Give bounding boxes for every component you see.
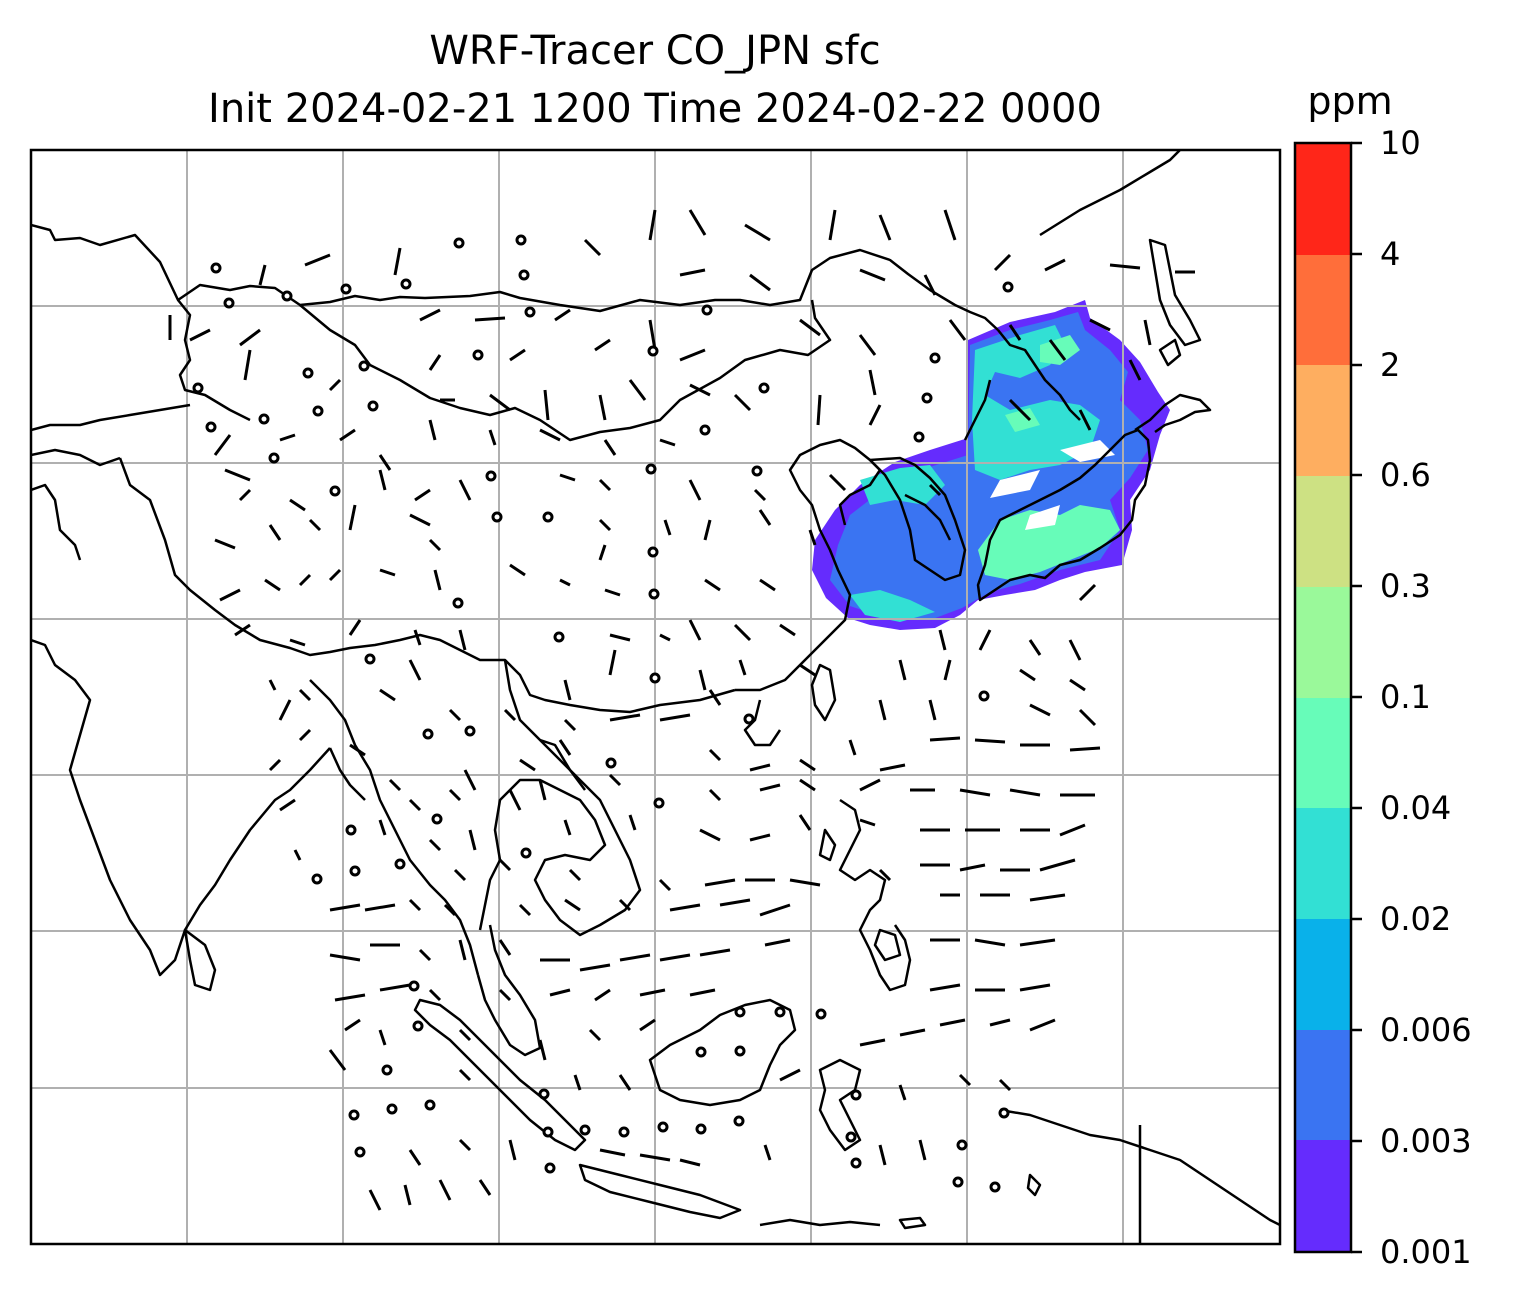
colorbar-tick-label: 0.003 [1380,1122,1472,1160]
colorbar-tick-label: 4 [1380,235,1401,273]
colorbar-tick-label: 2 [1380,346,1401,384]
map-frame [29,148,1282,1246]
colorbar-bin [1295,475,1351,587]
colorbar-tick-label: 0.1 [1380,678,1431,716]
calm-wind-circles [192,234,1014,1193]
colorbar-tick-label: 0.006 [1380,1011,1472,1049]
colorbar-bin [1295,143,1351,255]
colorbar [1293,141,1362,1254]
map-gridlines [31,150,1280,1244]
colorbar-tick-label: 0.3 [1380,567,1431,605]
tracer-plume [812,300,1170,630]
colorbar-tick-label: 0.02 [1380,900,1452,938]
map-subtitle: Init 2024-02-21 1200 Time 2024-02-22 000… [208,86,1102,132]
colorbar-tick-label: 10 [1380,124,1421,162]
colorbar-unit-label: ppm [1307,79,1393,123]
colorbar-bin [1295,1029,1351,1140]
colorbar-tick-label: 0.001 [1380,1233,1472,1271]
colorbar-bin [1295,586,1351,698]
colorbar-tick-label: 0.04 [1380,789,1452,827]
wind-barbs [168,209,1195,1211]
colorbar-bin [1295,807,1351,919]
colorbar-bin [1295,1139,1351,1252]
colorbar-bin [1295,918,1351,1030]
colorbar-bin [1295,254,1351,365]
colorbar-bin [1295,364,1351,476]
coastlines [31,150,1280,1244]
colorbar-tick-label: 0.6 [1380,456,1431,494]
colorbar-bin [1295,697,1351,808]
colorbar-ticks [1351,141,1362,1254]
map-title: WRF-Tracer CO_JPN sfc [429,28,881,74]
